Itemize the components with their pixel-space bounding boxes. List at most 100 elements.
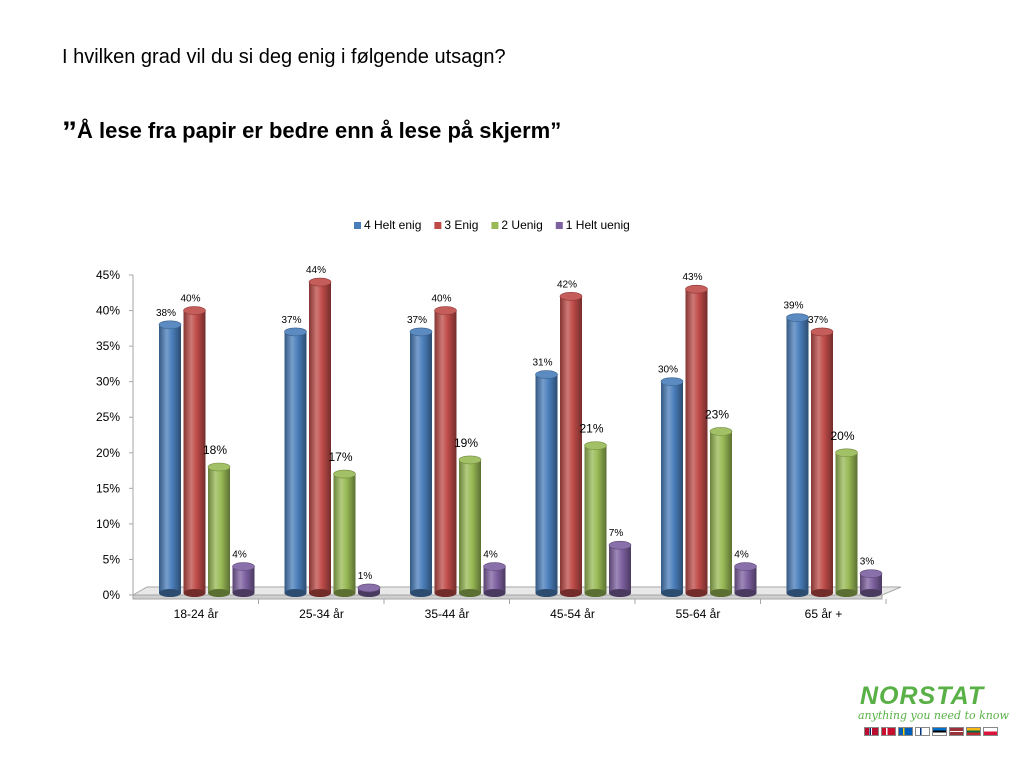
flag-icon (966, 727, 981, 736)
data-label: 40% (431, 294, 451, 305)
bar (232, 562, 255, 597)
bar (608, 540, 632, 597)
x-tick-label: 25-34 år (299, 607, 344, 621)
legend-swatch (354, 222, 361, 229)
bar-cap (434, 306, 457, 315)
data-label: 3% (860, 557, 875, 568)
chart-legend: 4 Helt enig 3 Enig 2 Uenig 1 Helt uenig (354, 218, 630, 232)
bar-base (811, 589, 833, 597)
bar-body (560, 296, 582, 593)
bar-base (483, 589, 506, 597)
y-tick-label: 20% (96, 446, 120, 460)
bar-cap (158, 320, 182, 330)
logo-wordmark: NORSTAT (860, 682, 985, 710)
bar-cap (685, 284, 708, 294)
bar-body (609, 545, 631, 593)
flag-icon (949, 727, 964, 736)
bar-base (434, 589, 457, 597)
bar-cap (183, 306, 206, 315)
bar-base (860, 589, 882, 597)
bar-base (284, 589, 307, 597)
bar-body (710, 431, 732, 593)
bar (158, 320, 182, 597)
y-tick-label: 30% (96, 375, 120, 389)
data-label: 23% (705, 407, 729, 421)
chart-bars (158, 277, 883, 597)
data-label: 4% (483, 550, 498, 561)
bar-cap (535, 370, 558, 379)
bar-cap (207, 462, 231, 472)
bar (284, 327, 307, 597)
data-label: 42% (557, 279, 577, 290)
bar-base (734, 589, 757, 597)
flag-icon (881, 727, 896, 736)
bar-base (208, 589, 230, 597)
data-label: 30% (658, 365, 678, 376)
flag-icon (932, 727, 947, 736)
bar-cap (859, 569, 883, 578)
flags-strip (864, 727, 998, 736)
bar (409, 327, 433, 597)
bar-base (560, 589, 582, 597)
data-label: 20% (830, 429, 854, 443)
legend-label: 2 Uenig (501, 218, 542, 232)
bar (660, 377, 684, 597)
y-tick-label: 10% (96, 517, 120, 531)
bar-body (786, 317, 809, 593)
bar-cap (308, 277, 332, 287)
bar-body (661, 381, 683, 593)
data-label: 44% (306, 265, 326, 276)
bar-cap (660, 377, 684, 386)
bar-cap (709, 427, 733, 436)
flag-icon (898, 727, 913, 736)
bar-base (609, 589, 631, 597)
norstat-logo: NORSTAT anything you need to know (856, 682, 1009, 742)
flag-icon (864, 727, 879, 736)
bar-body (584, 445, 607, 593)
bar-cap (232, 562, 255, 571)
bar-cap (559, 292, 583, 301)
x-tick-label: 55-64 år (676, 607, 721, 621)
data-label: 4% (734, 550, 749, 561)
bar-body (309, 282, 331, 593)
data-label: 43% (682, 272, 702, 283)
bar-base (159, 589, 181, 597)
bar-body (483, 566, 506, 593)
legend-item: 3 Enig (434, 218, 478, 232)
question-text: I hvilken grad vil du si deg enig i følg… (62, 46, 506, 68)
bar-body (811, 331, 833, 593)
bar-base (661, 589, 683, 597)
bar-base (710, 589, 732, 597)
bar-base (459, 589, 481, 597)
bar (709, 427, 733, 597)
y-tick-label: 35% (96, 339, 120, 353)
bar-cap (483, 562, 506, 571)
bar (786, 313, 809, 597)
legend-item: 1 Helt uenig (555, 218, 630, 232)
bar (535, 370, 558, 597)
bar (835, 448, 858, 597)
bar-base (786, 589, 809, 597)
logo-tagline: anything you need to know (858, 709, 1009, 722)
x-tick-label: 35-44 år (425, 607, 470, 621)
bar-base (535, 589, 558, 597)
bar-base (309, 589, 331, 597)
bar-cap (734, 562, 757, 571)
legend-label: 3 Enig (444, 218, 478, 232)
x-tick-label: 65 år + (805, 607, 843, 621)
legend-swatch (555, 222, 563, 229)
data-label: 4% (232, 550, 247, 561)
bar-body (860, 573, 882, 593)
bar (734, 562, 757, 597)
data-label: 37% (281, 315, 301, 326)
x-axis: 18-24 år 25-34 år 35-44 år 45-54 år 55-64 år… (133, 598, 887, 621)
statement-open-quote: ” (62, 116, 77, 149)
data-label: 38% (156, 308, 176, 319)
bar (357, 583, 381, 597)
legend-label: 4 Helt enig (364, 218, 421, 232)
y-tick-label: 5% (103, 552, 121, 566)
flag-icon (983, 727, 998, 736)
x-tick-label: 45-54 år (550, 607, 595, 621)
bar-body (685, 289, 708, 593)
